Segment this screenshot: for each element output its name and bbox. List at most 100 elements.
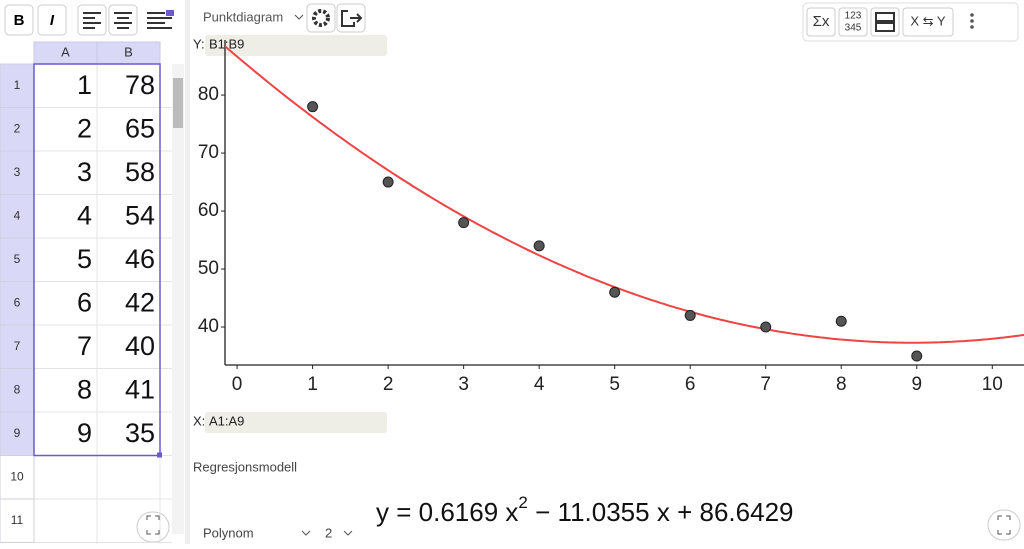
stats-button[interactable] <box>806 7 836 37</box>
column-header-label: B <box>124 44 133 59</box>
coefficient-b: 11.0355 <box>558 497 650 527</box>
menu-button[interactable] <box>970 13 974 29</box>
row-header-label: 11 <box>11 513 24 527</box>
data-point <box>835 315 847 327</box>
cell-value: 42 <box>125 287 155 317</box>
degree-dropdown[interactable]: 2 <box>325 525 332 540</box>
column-header-label: A <box>61 44 70 59</box>
x-tick-label: 1 <box>307 374 318 395</box>
fullscreen-icon <box>146 515 160 535</box>
chart-type-dropdown[interactable]: Punktdiagram <box>203 9 283 24</box>
cell-value: 40 <box>125 331 155 361</box>
y-range-input[interactable] <box>205 35 387 56</box>
data-point <box>382 176 394 188</box>
row-header-label: 5 <box>14 252 21 266</box>
counts-button[interactable] <box>838 7 868 37</box>
cell-value: 9 <box>77 418 92 448</box>
row-header <box>0 194 35 239</box>
x-tick-label: 5 <box>609 374 620 395</box>
bold-label: B <box>14 12 25 29</box>
scrollbar-track[interactable] <box>172 64 184 534</box>
cell-value: 4 <box>77 200 92 230</box>
cell-value: 54 <box>125 200 155 230</box>
row-header <box>0 498 35 543</box>
cell-value: 8 <box>77 374 92 404</box>
data-point <box>911 350 923 362</box>
cell-value: 65 <box>125 113 155 143</box>
row-header-label: 2 <box>14 121 21 135</box>
italic-label: I <box>50 12 55 29</box>
y-range-text: B1:B9 <box>209 36 244 51</box>
row-header-label: 9 <box>14 426 21 440</box>
fullscreen-button[interactable] <box>987 509 1021 541</box>
coefficient-c: 86.6429 <box>700 497 794 527</box>
regression-curve <box>225 45 1024 344</box>
export-icon <box>341 10 363 27</box>
selection <box>33 63 161 457</box>
row-header-label: 1 <box>14 78 21 92</box>
data-point <box>458 217 470 229</box>
variable: x <box>657 497 670 527</box>
row-header <box>0 63 35 108</box>
variable: x <box>505 497 518 527</box>
x-tick-label: 3 <box>458 374 469 395</box>
equation-lhs: y = <box>376 497 411 527</box>
settings-button[interactable] <box>306 3 336 33</box>
align-left-button[interactable] <box>77 4 107 36</box>
row-header-label: 6 <box>14 295 21 309</box>
dropdown-arrow <box>343 530 353 536</box>
row-header-label: 10 <box>10 469 24 483</box>
data-point <box>760 321 772 333</box>
fullscreen-icon <box>997 515 1011 535</box>
align-center-button[interactable] <box>108 4 138 36</box>
x-tick-label: 9 <box>911 374 922 395</box>
coefficient-a: 0.6169 <box>419 497 499 527</box>
row-header-label: 3 <box>14 165 21 179</box>
y-field-label: Y: <box>193 36 205 51</box>
cell-value: 3 <box>77 157 92 187</box>
y-tick-label: 50 <box>198 258 219 279</box>
cell-value: 46 <box>125 244 155 274</box>
regression-equation: y = 0.6169 x2 − 11.0355 x + 86.6429 <box>376 487 793 527</box>
swap-label: X ⇆ Y <box>910 13 946 28</box>
x-tick-label: 10 <box>982 374 1003 395</box>
counts-label: 345 <box>845 23 862 34</box>
cell-value: 41 <box>125 374 155 404</box>
stats-label: Σx <box>813 13 830 30</box>
y-tick-label: 60 <box>198 200 219 221</box>
y-tick-label: 40 <box>198 316 219 337</box>
operator: − <box>535 497 550 527</box>
cell-value: 58 <box>125 157 155 187</box>
dropdown-arrow <box>301 530 311 536</box>
layout-icon <box>875 12 895 32</box>
x-tick-label: 6 <box>685 374 696 395</box>
data-point <box>609 286 621 298</box>
counts-label: 123 <box>845 11 862 22</box>
dropdown-arrow <box>294 14 304 20</box>
divider <box>185 0 190 544</box>
x-tick-label: 4 <box>534 374 545 395</box>
data-point <box>307 101 319 113</box>
row-header-label: 4 <box>14 208 21 222</box>
x-field-label: X: <box>193 413 205 428</box>
row-header-label: 8 <box>14 382 21 396</box>
x-tick-label: 2 <box>383 374 394 395</box>
bold-button[interactable] <box>4 4 34 36</box>
more-format-button[interactable] <box>147 10 174 29</box>
x-tick-label: 0 <box>232 374 243 395</box>
fullscreen-button[interactable] <box>136 511 170 543</box>
x-range-text: A1:A9 <box>209 413 244 428</box>
cell-value: 5 <box>77 244 92 274</box>
model-dropdown[interactable]: Polynom <box>203 525 254 540</box>
gear-icon <box>312 9 330 27</box>
x-range-input[interactable] <box>205 412 387 433</box>
swap-button[interactable] <box>902 7 954 37</box>
regression-title: Regresjonsmodell <box>193 459 297 474</box>
cell-value: 35 <box>125 418 155 448</box>
cell-value: 7 <box>77 331 92 361</box>
scrollbar-thumb[interactable] <box>173 78 183 128</box>
italic-button[interactable] <box>37 4 67 36</box>
x-tick-label: 8 <box>836 374 847 395</box>
cell-value: 78 <box>125 70 155 100</box>
